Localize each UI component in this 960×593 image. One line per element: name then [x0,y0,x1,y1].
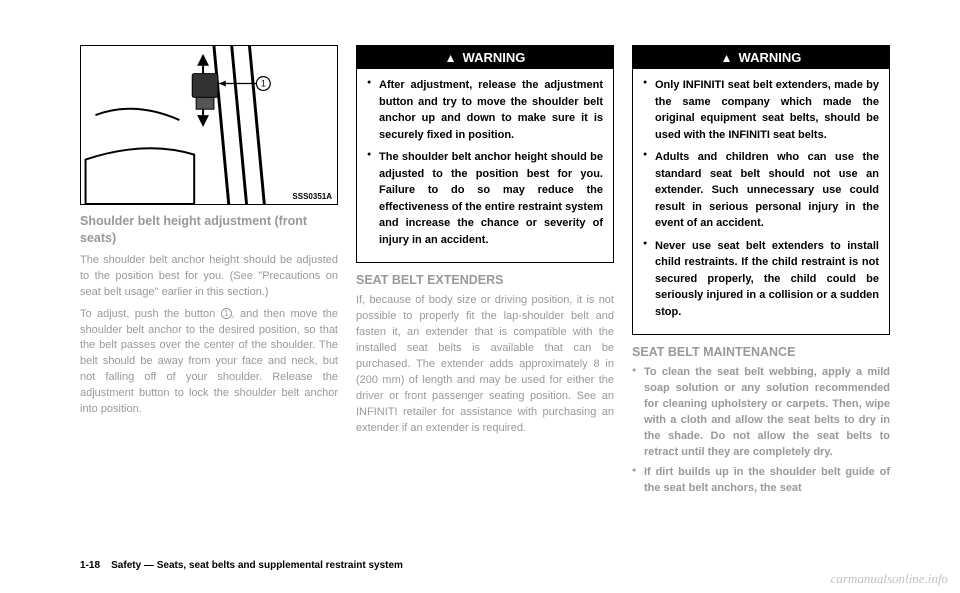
text-fragment: , and then move the shoulder belt anchor… [80,308,338,416]
warning-item: Never use seat belt extenders to install… [643,238,879,321]
page-number: 1-18 [80,560,100,571]
svg-text:1: 1 [261,78,266,88]
warning-label: WARNING [739,50,802,65]
warning-header: ▲ WARNING [633,46,889,69]
warning-item: After adjustment, release the adjustment… [367,77,603,143]
text-fragment: To adjust, push the button [80,308,221,320]
illustration-code: SSS0351A [292,192,332,201]
maintenance-list: To clean the seat belt webbing, apply a … [632,365,890,497]
column-layout: 1 SSS0351A Shoulder belt height adjustme… [80,45,890,501]
callout-1-icon: 1 [221,308,232,319]
subheading-shoulder-adjust: Shoulder belt height adjustment (front s… [80,213,338,247]
warning-item: The shoulder belt anchor height should b… [367,149,603,248]
body-paragraph: To adjust, push the button 1, and then m… [80,307,338,419]
warning-header: ▲ WARNING [357,46,613,69]
list-item: If dirt builds up in the shoulder belt g… [632,465,890,497]
warning-box: ▲ WARNING Only INFINITI seat belt extend… [632,45,890,335]
watermark: carmanualsonline.info [831,571,948,587]
warning-item: Only INFINITI seat belt extenders, made … [643,77,879,143]
column-1: 1 SSS0351A Shoulder belt height adjustme… [80,45,338,501]
column-2: ▲ WARNING After adjustment, release the … [356,45,614,501]
anchor-diagram-icon: 1 [81,46,337,204]
section-extenders: SEAT BELT EXTENDERS [356,273,614,287]
body-paragraph: The shoulder belt anchor height should b… [80,253,338,301]
warning-box: ▲ WARNING After adjustment, release the … [356,45,614,263]
footer-title: Safety — Seats, seat belts and supplemen… [111,560,403,571]
column-3: ▲ WARNING Only INFINITI seat belt extend… [632,45,890,501]
warning-item: Adults and children who can use the stan… [643,149,879,232]
warning-triangle-icon: ▲ [721,51,733,65]
warning-body: After adjustment, release the adjustment… [357,69,613,262]
warning-triangle-icon: ▲ [445,51,457,65]
body-paragraph: If, because of body size or driving posi… [356,293,614,436]
manual-page: 1 SSS0351A Shoulder belt height adjustme… [0,0,960,521]
warning-label: WARNING [463,50,526,65]
page-footer: 1-18 Safety — Seats, seat belts and supp… [80,560,403,571]
section-maintenance: SEAT BELT MAINTENANCE [632,345,890,359]
seatbelt-illustration: 1 SSS0351A [80,45,338,205]
list-item: To clean the seat belt webbing, apply a … [632,365,890,461]
warning-body: Only INFINITI seat belt extenders, made … [633,69,889,334]
